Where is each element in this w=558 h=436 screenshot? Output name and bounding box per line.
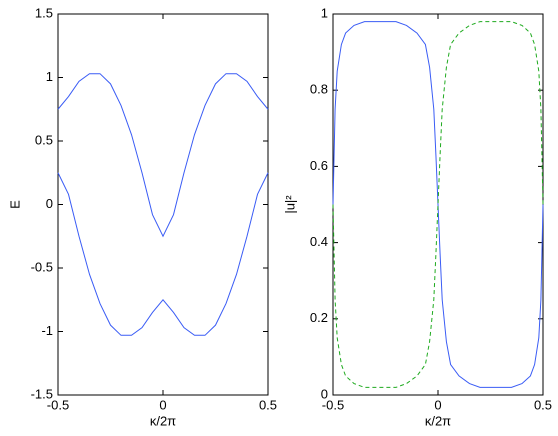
y-tick-label: 0.4 [310, 234, 328, 249]
y-tick-label: 0 [46, 196, 53, 211]
x-tick-label: 0 [159, 397, 166, 412]
y-tick-label: 1.5 [35, 5, 53, 20]
y-axis-label: |u|² [282, 195, 297, 214]
y-tick-label: -1 [41, 323, 53, 338]
y-tick-label: 0.6 [310, 158, 328, 173]
y-tick-label: 1 [321, 5, 328, 20]
y-tick-label: 0.2 [310, 310, 328, 325]
x-tick-label: -0.5 [47, 397, 69, 412]
y-tick-label: 0 [321, 386, 328, 401]
y-tick-label: -1.5 [31, 386, 53, 401]
y-tick-label: 1 [46, 69, 53, 84]
x-tick-label: 0.5 [259, 397, 277, 412]
series-line [57, 172, 269, 336]
y-tick-label: 0.8 [310, 82, 328, 97]
x-axis-label: κ/2π [150, 413, 176, 428]
y-tick-label: 0.5 [35, 132, 53, 147]
y-tick-label: -0.5 [31, 259, 53, 274]
axes-box [57, 13, 269, 396]
x-tick-label: 0 [434, 397, 441, 412]
series-line [57, 73, 269, 238]
x-axis-label: κ/2π [425, 413, 451, 428]
x-tick-label: -0.5 [322, 397, 344, 412]
series-line [332, 21, 544, 388]
y-axis-label: E [7, 200, 22, 209]
x-tick-label: 0.5 [534, 397, 552, 412]
